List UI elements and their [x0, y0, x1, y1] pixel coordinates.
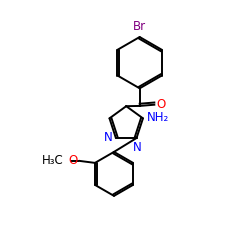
- Text: O: O: [157, 98, 166, 111]
- Text: Br: Br: [133, 20, 146, 32]
- Text: N: N: [104, 131, 113, 144]
- Text: N: N: [133, 142, 141, 154]
- Text: H₃C: H₃C: [42, 154, 64, 168]
- Text: NH₂: NH₂: [147, 110, 170, 124]
- Text: O: O: [68, 154, 78, 168]
